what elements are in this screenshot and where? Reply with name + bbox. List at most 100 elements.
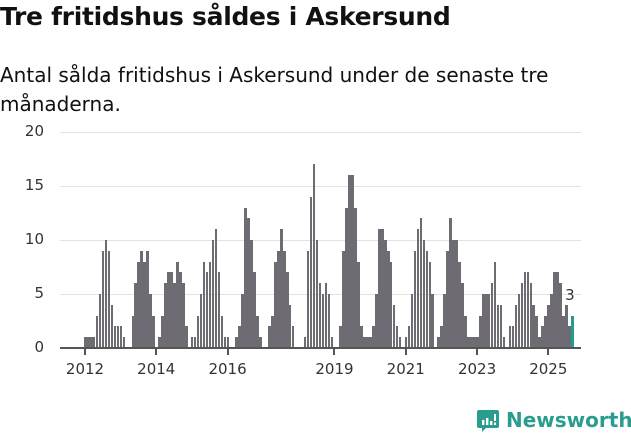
bar	[473, 337, 476, 348]
bar	[89, 337, 93, 348]
newsworthy-logo-icon	[477, 410, 499, 432]
x-tick-label: 2025	[529, 360, 568, 378]
bar	[375, 294, 378, 348]
bar	[268, 326, 271, 348]
brand-logo: Newsworthy	[476, 408, 631, 432]
x-tick-label: 2019	[315, 360, 354, 378]
x-axis	[60, 347, 581, 349]
chart-title: Tre fritidshus såldes i Askersund	[0, 2, 451, 31]
bar	[363, 337, 366, 348]
bar	[131, 315, 135, 348]
x-tick-label: 2012	[65, 360, 105, 378]
bar	[113, 326, 117, 348]
bar	[357, 261, 360, 348]
bar	[416, 229, 420, 348]
bar	[360, 326, 363, 348]
x-tick	[476, 348, 479, 355]
bar	[351, 175, 354, 348]
bar	[143, 261, 146, 348]
bar	[184, 326, 188, 348]
bar	[193, 337, 197, 348]
bar	[330, 337, 334, 348]
bar	[306, 250, 310, 348]
bar	[544, 315, 547, 348]
bar	[383, 240, 387, 348]
bar	[366, 337, 369, 348]
bar	[244, 207, 247, 348]
bar	[345, 207, 348, 348]
bar	[161, 315, 164, 348]
bar	[410, 294, 414, 348]
bar	[179, 272, 182, 348]
bar	[378, 229, 381, 348]
bar	[464, 315, 467, 348]
bar	[538, 337, 541, 348]
x-tick-label: 2023	[457, 360, 497, 378]
y-tick-label: 10	[24, 230, 44, 248]
bar	[535, 315, 538, 348]
bar	[484, 294, 488, 348]
bar	[149, 294, 152, 348]
bar	[173, 283, 176, 348]
bar	[490, 283, 494, 348]
bar	[526, 272, 530, 348]
bar	[303, 337, 307, 348]
bar	[508, 326, 512, 348]
bar	[274, 261, 277, 348]
bar-chart: 0 5 10 15 20 2012 2014 2016 2019 2021 2023 2025 3	[0, 120, 631, 390]
bar	[152, 315, 155, 348]
bar	[514, 304, 518, 348]
bar	[182, 283, 185, 348]
bar	[253, 272, 256, 348]
bar	[95, 315, 99, 348]
bar	[496, 304, 500, 348]
x-tick	[84, 348, 86, 355]
bar	[499, 304, 503, 348]
bar	[122, 337, 126, 348]
bar	[247, 218, 250, 348]
x-tick-label: 2014	[137, 360, 176, 378]
x-tick-label: 2021	[386, 360, 425, 378]
bar	[470, 337, 473, 348]
bar	[449, 218, 452, 348]
bar	[164, 283, 167, 348]
bar	[291, 326, 295, 348]
bar	[259, 337, 262, 348]
last-value-annotation: 3	[565, 285, 575, 304]
bar	[502, 337, 506, 348]
bar	[107, 250, 111, 348]
bar	[241, 294, 244, 348]
bar	[339, 326, 342, 348]
bar	[223, 337, 227, 348]
bar	[517, 294, 521, 348]
y-tick-label: 20	[24, 122, 44, 140]
bar	[437, 337, 440, 348]
bar	[327, 294, 331, 348]
bar	[342, 250, 345, 348]
bar	[407, 326, 411, 348]
bar	[282, 250, 286, 348]
bar	[271, 315, 274, 348]
bar	[146, 250, 149, 348]
bar	[425, 250, 429, 348]
bar	[381, 229, 384, 348]
bar	[550, 294, 553, 348]
bar	[389, 261, 393, 348]
bar	[84, 337, 87, 348]
bar	[315, 240, 319, 348]
bar	[285, 272, 289, 348]
bar	[119, 326, 123, 348]
bar	[532, 304, 536, 348]
bar	[354, 207, 357, 348]
bar	[369, 337, 372, 348]
bar	[214, 229, 218, 348]
bar	[104, 240, 108, 348]
bar	[511, 326, 515, 348]
bar	[92, 337, 96, 348]
bar	[202, 261, 206, 348]
bar	[220, 315, 224, 348]
bar	[404, 337, 408, 348]
bar	[140, 250, 143, 348]
bar	[443, 294, 446, 348]
bar	[487, 294, 491, 348]
